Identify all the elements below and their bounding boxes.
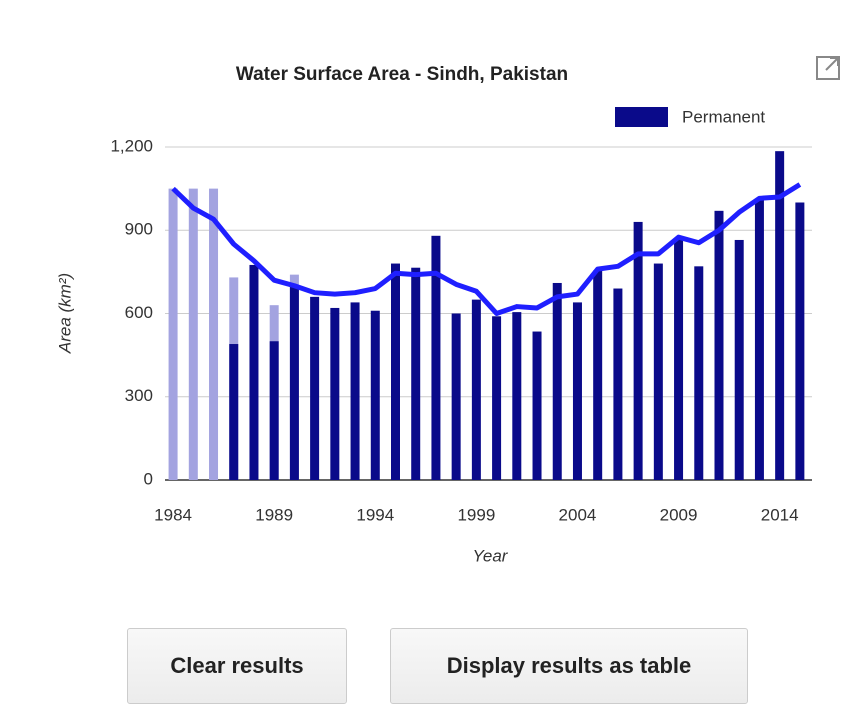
bar xyxy=(795,202,805,480)
y-tick-label: 0 xyxy=(144,469,153,488)
chart: Water Surface Area - Sindh, Pakistan Are… xyxy=(55,56,840,565)
x-tick-label: 2004 xyxy=(559,505,597,524)
expand-icon[interactable] xyxy=(816,56,840,80)
bar xyxy=(633,221,643,481)
y-tick-label: 900 xyxy=(125,220,153,239)
bar xyxy=(714,210,724,480)
bar xyxy=(471,299,481,480)
x-tick-label: 1984 xyxy=(154,505,192,524)
legend-swatch xyxy=(615,107,668,127)
x-tick-label: 1994 xyxy=(356,505,394,524)
bar xyxy=(269,341,279,480)
bar xyxy=(188,188,198,480)
trend-line xyxy=(171,182,802,316)
bar xyxy=(754,199,764,480)
bar xyxy=(451,313,461,480)
bar xyxy=(390,263,400,480)
y-tick-label: 600 xyxy=(125,303,153,322)
x-axis-label: Year xyxy=(473,546,509,565)
bar xyxy=(310,296,320,480)
bar xyxy=(431,235,441,480)
bar xyxy=(532,331,542,480)
y-axis-label: Area (km²) xyxy=(55,273,74,354)
bar xyxy=(674,239,684,480)
bar xyxy=(209,188,219,480)
legend-label: Permanent xyxy=(682,107,765,126)
bar xyxy=(411,267,421,480)
bar xyxy=(492,316,502,480)
bar xyxy=(370,310,380,480)
bar xyxy=(572,302,582,480)
bar xyxy=(168,188,178,480)
bar xyxy=(653,263,663,480)
x-tick-label: 1989 xyxy=(255,505,293,524)
chart-title: Water Surface Area - Sindh, Pakistan xyxy=(236,64,568,85)
clear-button[interactable]: Clear results xyxy=(127,628,347,704)
bar xyxy=(734,239,744,480)
bar xyxy=(593,270,603,480)
bar xyxy=(552,282,562,480)
bar xyxy=(350,302,360,480)
bar xyxy=(229,344,239,480)
x-tick-label: 1999 xyxy=(457,505,495,524)
bar xyxy=(512,312,522,480)
x-tick-label: 2014 xyxy=(761,505,799,524)
table-button[interactable]: Display results as table xyxy=(390,628,748,704)
y-tick-label: 300 xyxy=(125,386,153,405)
bar xyxy=(775,151,785,480)
x-tick-label: 2009 xyxy=(660,505,698,524)
bar xyxy=(249,264,259,480)
y-tick-label: 1,200 xyxy=(110,136,153,155)
bar xyxy=(289,285,299,480)
bar xyxy=(694,266,704,480)
bar xyxy=(613,288,623,480)
bar xyxy=(330,307,340,480)
